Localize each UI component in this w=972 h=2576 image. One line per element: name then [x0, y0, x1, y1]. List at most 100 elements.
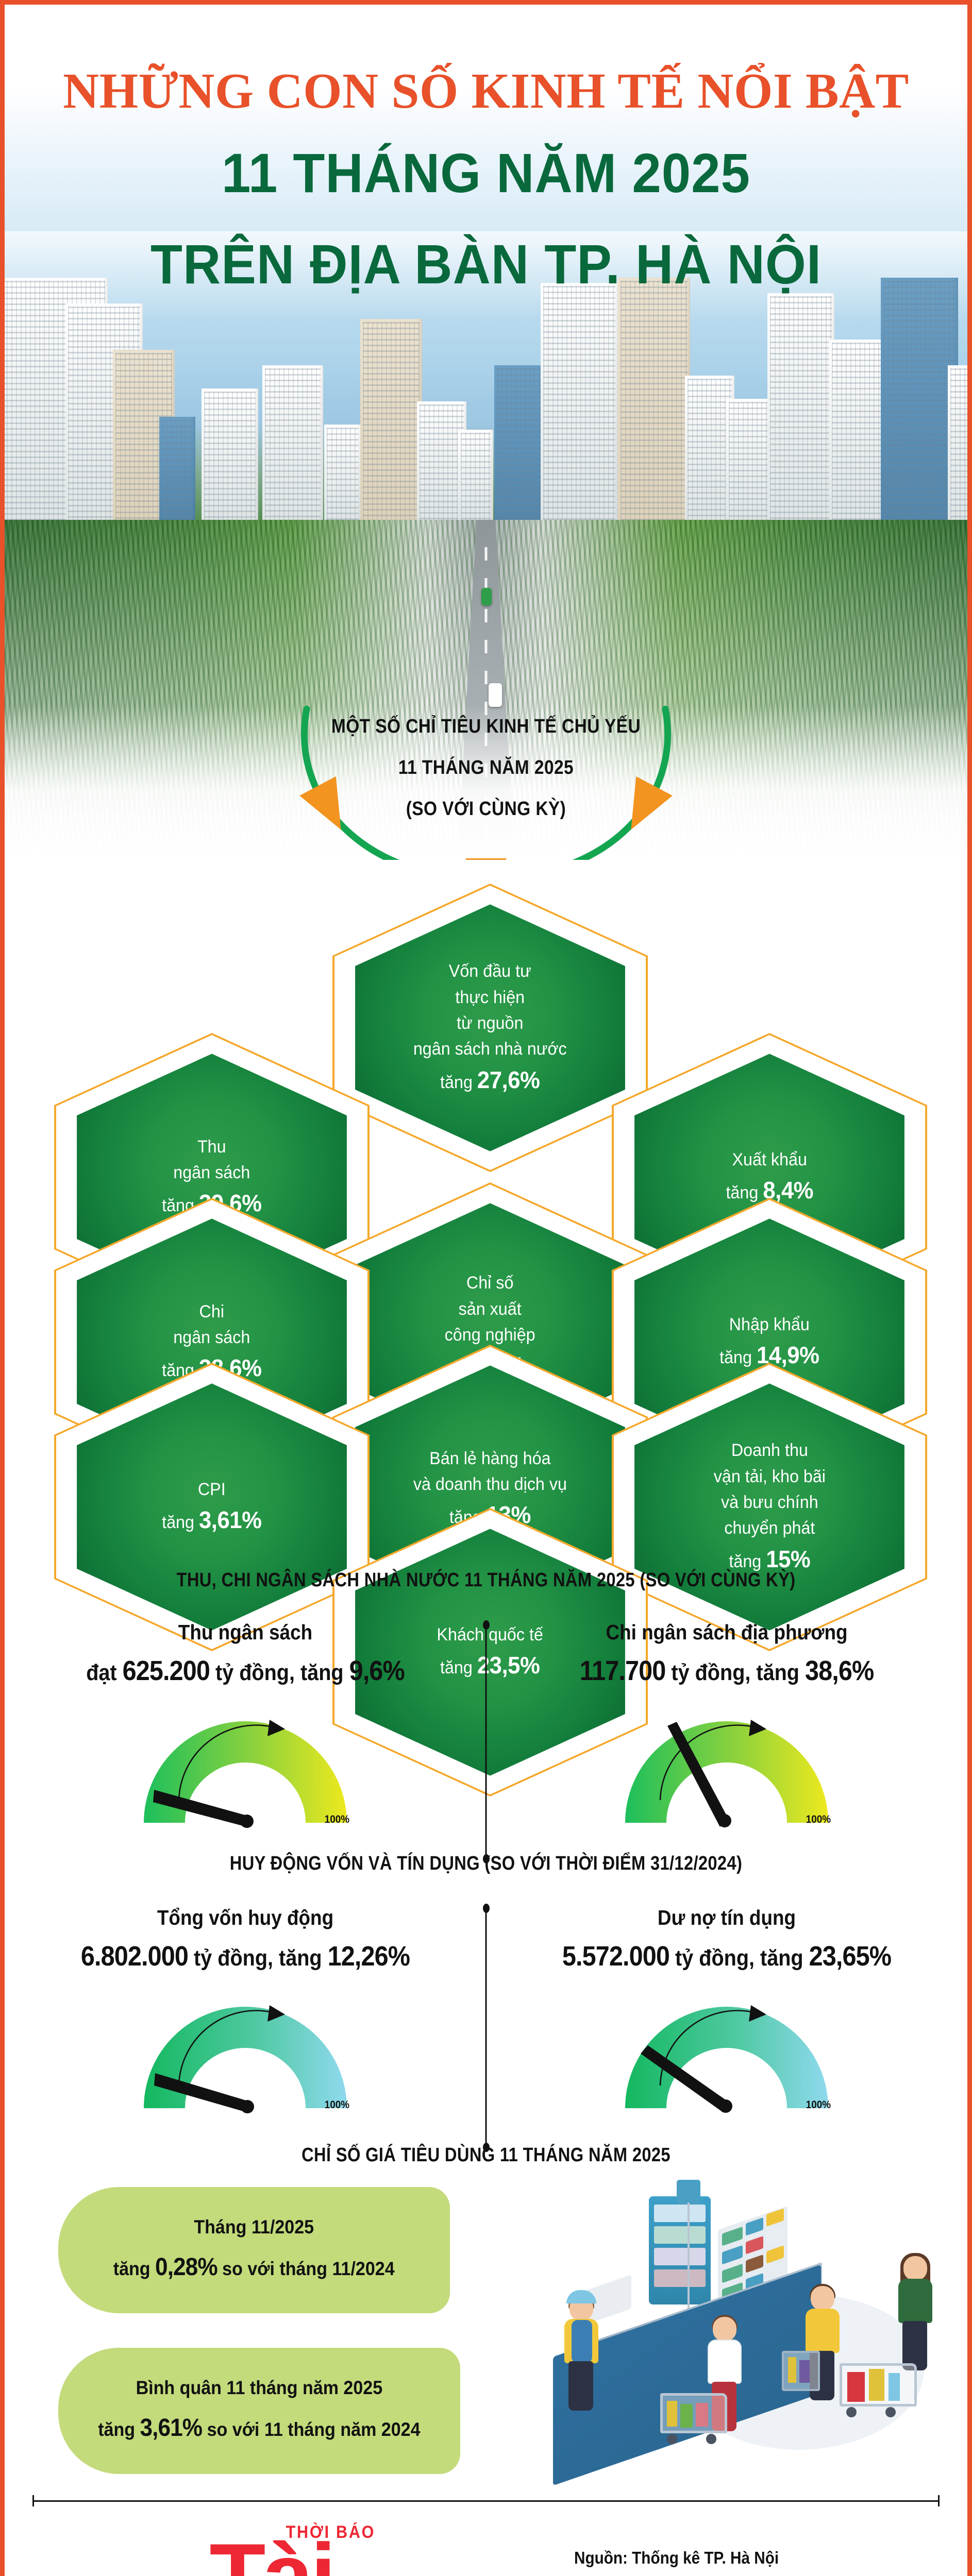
- hexagon-line: chuyển phát: [724, 1518, 815, 1538]
- building: [948, 365, 967, 520]
- budget-right-gauge: 100%: [616, 1699, 837, 1828]
- cpi-pill-average: Bình quân 11 tháng năm 2025 tăng 3,61% s…: [58, 2348, 460, 2474]
- building: [360, 319, 422, 520]
- building: [829, 340, 886, 520]
- hexagon-line: Nhập khẩu: [729, 1314, 810, 1334]
- footer-credits: Nguồn: Thống kê TP. Hà Nội Đồ họa: Phươn…: [574, 2540, 801, 2576]
- building: [767, 293, 834, 520]
- city-photo: [5, 231, 967, 602]
- hexagon-line: Doanh thu: [731, 1440, 808, 1461]
- budget-left-unit: tỷ đồng, tăng: [215, 1660, 344, 1685]
- hexagon-label: Doanh thu vận tải, kho bãi và bưu chính chu…: [711, 1437, 829, 1576]
- hexagon-line: ngân sách: [173, 1162, 250, 1182]
- shopping-cart-1: [660, 2393, 727, 2444]
- budget-left-gauge-max: 100%: [324, 1814, 350, 1825]
- vertical-divider: [485, 1623, 487, 1860]
- budget-left: Thu ngân sách đạt 625.200 tỷ đồng, tăng …: [5, 1620, 486, 1828]
- hero-banner: NHỮNG CON SỐ KINH TẾ NỔI BẬT 11 THÁNG NĂ…: [5, 5, 967, 860]
- hexagon-value: 27,6%: [477, 1066, 540, 1093]
- budget-right-amount: 117.700: [579, 1655, 666, 1686]
- cpi-content: Tháng 11/2025 tăng 0,28% so với tháng 11…: [5, 2178, 967, 2487]
- vertical-divider: [485, 1907, 487, 2149]
- credit-left-value: 6.802.000 tỷ đồng, tăng 12,26%: [29, 1940, 462, 1972]
- budget-gauge-pair: Thu ngân sách đạt 625.200 tỷ đồng, tăng …: [5, 1620, 967, 1860]
- credit-right-value: 5.572.000 tỷ đồng, tăng 23,65%: [510, 1940, 944, 1972]
- hexagon-prefix: tăng: [719, 1348, 752, 1368]
- cpi-avg-prefix: tăng: [98, 2419, 136, 2441]
- hexagon-line: CPI: [198, 1479, 226, 1499]
- hexagon-von-dau-tu[interactable]: Vốn đầu tư thực hiện từ nguồn ngân sách nhà…: [332, 884, 648, 1172]
- hexagon-line: Vốn đầu tư: [449, 961, 531, 981]
- cpi-section-title: CHỈ SỐ GIÁ TIÊU DÙNG 11 THÁNG NĂM 2025: [301, 2144, 671, 2166]
- hexagon-prefix: tăng: [440, 1658, 473, 1678]
- footer-divider: [32, 2495, 940, 2506]
- hexagon-line: vận tải, kho bãi: [713, 1466, 826, 1486]
- credit-right-unit: tỷ đồng, tăng: [675, 1945, 803, 1971]
- sign-icon: [677, 2180, 700, 2205]
- hexagon-fill: Khách quốc tế tăng 23,5%: [355, 1529, 625, 1776]
- credit-left-percent: 12,26%: [327, 1941, 410, 1972]
- price-display-screen: [649, 2196, 711, 2304]
- lane-markings: [484, 547, 488, 846]
- hexagon-value: 15%: [765, 1545, 811, 1572]
- cpi-section: CHỈ SỐ GIÁ TIÊU DÙNG 11 THÁNG NĂM 2025 T…: [5, 2144, 967, 2487]
- building: [262, 365, 323, 520]
- budget-section-title: THU, CHI NGÂN SÁCH NHÀ NƯỚC 11 THÁNG NĂM…: [176, 1569, 796, 1591]
- credit-right-gauge: 100%: [616, 1985, 837, 2113]
- hexagon-line: và bưu chính: [720, 1492, 818, 1512]
- hexagon-label: Xuất khẩu tăng 8,4%: [723, 1147, 816, 1208]
- credit-left-gauge: 100%: [135, 1985, 356, 2113]
- cpi-avg-value: 3,61%: [140, 2414, 203, 2442]
- green-arc-icon: [299, 706, 673, 860]
- hexagon-line: Bán lẻ hàng hóa: [429, 1448, 551, 1468]
- budget-right-percent: 38,6%: [805, 1655, 874, 1686]
- building: [324, 425, 361, 520]
- hexagon-line: Chi: [199, 1301, 225, 1321]
- cpi-avg-suffix: so với 11 tháng năm 2024: [207, 2419, 421, 2441]
- hexagon-prefix: tăng: [729, 1551, 761, 1571]
- budget-right-unit: tỷ đồng, tăng: [671, 1660, 799, 1685]
- cpi-pill-month: Tháng 11/2025 tăng 0,28% so với tháng 11…: [58, 2187, 450, 2313]
- hexagon-prefix: tăng: [440, 1072, 473, 1092]
- page-title-line1: NHỮNG CON SỐ KINH TẾ NỔI BẬT: [63, 63, 909, 118]
- hexagon-prefix: tăng: [162, 1513, 195, 1533]
- budget-left-amount: 625.200: [122, 1655, 210, 1686]
- credit-left-unit: tỷ đồng, tăng: [194, 1945, 322, 1971]
- credit-right-label: Dư nợ tín dụng: [657, 1906, 796, 1929]
- hexagon-value: 3,61%: [199, 1506, 262, 1534]
- hexagon-label: Vốn đầu tư thực hiện từ nguồn ngân sách nhà…: [410, 958, 569, 1097]
- cpi-month-prefix: tăng: [113, 2258, 150, 2280]
- hexagon-line: từ nguồn: [457, 1013, 524, 1033]
- credit-section-title: HUY ĐỘNG VỐN VÀ TÍN DỤNG (SO VỚI THỜI ĐI…: [229, 1853, 743, 1874]
- credit-right-percent: 23,65%: [809, 1941, 892, 1972]
- intro-line3: (SO VỚI CÙNG KỲ): [406, 798, 566, 820]
- credit-left-label: Tổng vốn huy động: [157, 1906, 334, 1929]
- skyline-buildings: [5, 231, 967, 520]
- publication-logo: THỜI BÁO Tài chính CƠ QUAN CỦA BỘ TÀI CH…: [209, 2513, 553, 2576]
- hexagon-label: Nhập khẩu tăng 14,9%: [717, 1312, 823, 1372]
- budget-section: THU, CHI NGÂN SÁCH NHÀ NƯỚC 11 THÁNG NĂM…: [5, 1569, 967, 1860]
- hexagon-khach-quoc-te[interactable]: Khách quốc tế tăng 23,5%: [332, 1508, 648, 1797]
- header-titles: NHỮNG CON SỐ KINH TẾ NỔI BẬT 11 THÁNG NĂ…: [5, 65, 967, 296]
- logo-kicker: THỜI BÁO: [286, 2522, 376, 2542]
- building: [618, 278, 690, 520]
- footer: THỜI BÁO Tài chính CƠ QUAN CỦA BỘ TÀI CH…: [5, 2502, 967, 2576]
- budget-right-label: Chi ngân sách địa phương: [606, 1620, 848, 1644]
- page-title-line2: 11 THÁNG NĂM 2025: [222, 141, 750, 204]
- indicator-hexagon-grid: Vốn đầu tư thực hiện từ nguồn ngân sách nhà…: [5, 878, 967, 1797]
- hexagon-label: Khách quốc tế tăng 23,5%: [434, 1622, 546, 1683]
- building: [541, 283, 618, 520]
- credit-left-gauge-max: 100%: [324, 2099, 350, 2111]
- credit-right: Dư nợ tín dụng 5.572.000 tỷ đồng, tăng 2…: [486, 1906, 967, 2113]
- hexagon-line: Thu: [197, 1137, 226, 1157]
- hexagon-line: và doanh thu dịch vụ: [413, 1474, 567, 1494]
- budget-left-gauge: 100%: [135, 1699, 356, 1828]
- hexagon-doanh-thu-van-tai[interactable]: Doanh thu vận tải, kho bãi và bưu chính chu…: [612, 1363, 927, 1651]
- budget-right-gauge-max: 100%: [806, 1814, 831, 1825]
- cpi-month-suffix: so với tháng 11/2024: [222, 2258, 395, 2280]
- hexagon-value: 23,5%: [477, 1652, 540, 1679]
- hexagon-cpi[interactable]: CPI tăng 3,61%: [54, 1363, 370, 1651]
- hexagon-line: Xuất khẩu: [732, 1149, 807, 1170]
- photo-fade: [5, 705, 967, 860]
